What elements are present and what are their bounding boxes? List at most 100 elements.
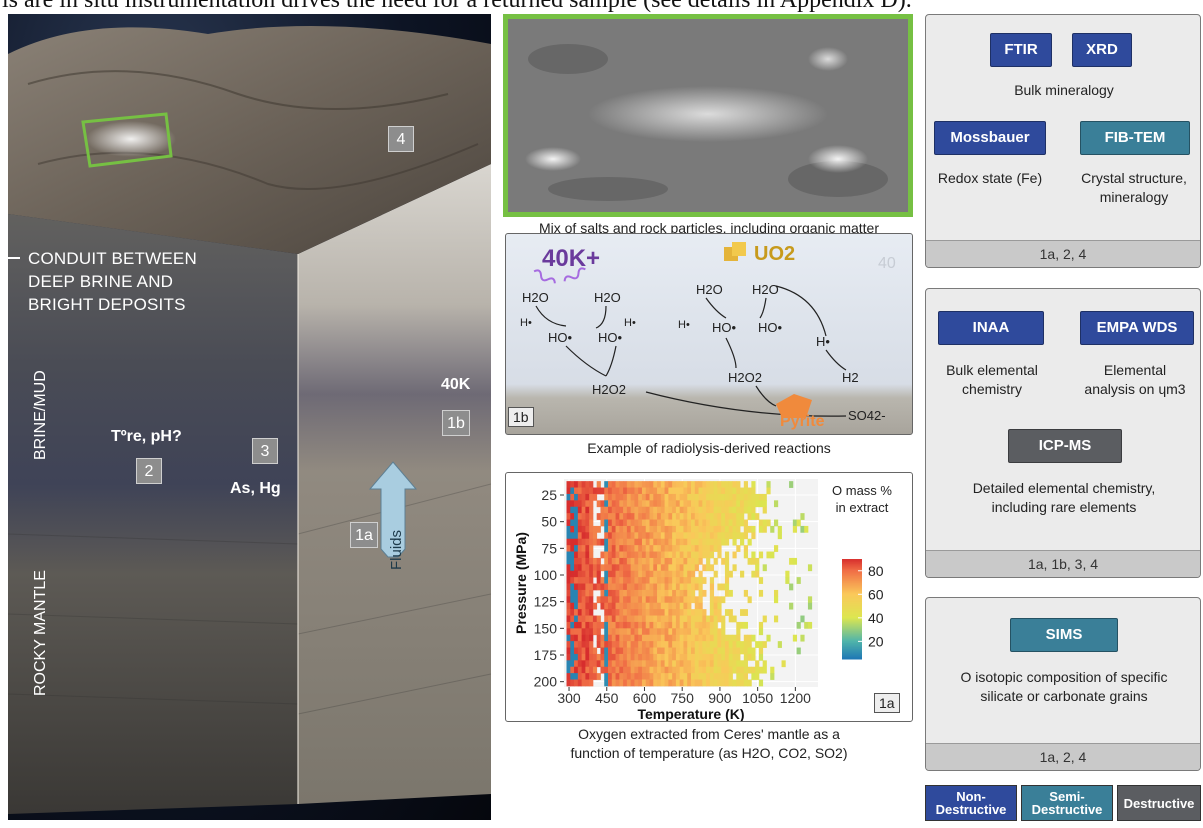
colorbar-segment (842, 643, 862, 646)
heat-cell (721, 641, 726, 648)
heat-cell (672, 481, 677, 488)
heat-cell (694, 647, 699, 655)
heat-cell (574, 513, 579, 520)
heat-cell (732, 519, 737, 527)
heat-cell (626, 513, 632, 520)
heat-cell (709, 647, 715, 655)
heat-cell (623, 577, 628, 584)
heat-cell (619, 666, 624, 674)
colorbar-segment (842, 564, 862, 567)
fib-tem-badge: FIB-TEM (1080, 121, 1190, 155)
heat-cell (728, 525, 733, 533)
heat-cell (807, 621, 813, 629)
heat-cell (721, 500, 726, 508)
heat-cell (668, 660, 673, 668)
heat-cell (724, 500, 730, 508)
heat-cell (585, 602, 590, 610)
heat-cell (664, 647, 669, 655)
colorbar-segment (842, 575, 862, 578)
heat-cell (630, 577, 635, 584)
heat-cell (611, 634, 616, 642)
heat-cell (706, 532, 711, 540)
heat-cell (638, 545, 643, 552)
heat-cell (679, 557, 684, 565)
heat-cell (645, 500, 650, 508)
colorbar-segment (842, 653, 862, 655)
heat-cell (600, 589, 605, 597)
heat-cell (687, 583, 692, 591)
heat-cell (694, 583, 699, 591)
heat-cell (736, 666, 741, 674)
heat-cell (706, 660, 711, 668)
heat-cell (724, 666, 730, 674)
heat-cell (679, 564, 684, 572)
heat-cell (604, 647, 609, 655)
heat-cell (736, 679, 741, 687)
heat-cell (721, 621, 726, 629)
heat-cell (698, 615, 703, 623)
heat-cell (740, 500, 745, 508)
heat-cell (694, 577, 699, 584)
heat-cell (574, 487, 579, 495)
heat-cell (619, 679, 624, 687)
heat-cell (747, 666, 752, 674)
heat-cell (577, 577, 583, 584)
heat-cell (585, 564, 590, 572)
heat-cell (713, 532, 718, 540)
colorbar-segment (842, 580, 862, 582)
heat-cell (641, 538, 647, 546)
heat-cell (570, 532, 575, 540)
heat-cell (581, 641, 586, 648)
heat-cell (630, 513, 635, 520)
heat-cell (630, 551, 635, 559)
heat-cell (679, 589, 684, 597)
heat-cell (740, 519, 745, 527)
heat-cell (589, 583, 594, 591)
heat-cell (589, 577, 594, 584)
heat-cell (653, 513, 658, 520)
heat-cell (702, 525, 707, 533)
heat-cell (679, 551, 684, 559)
uo2-source: UO2 40 (724, 242, 896, 272)
heat-cell (679, 641, 684, 648)
heat-cell (566, 583, 571, 591)
heat-cell (660, 506, 665, 514)
sulfate-product: SO42- (848, 408, 886, 423)
heat-cell (732, 615, 737, 623)
heat-cell (675, 641, 681, 648)
heat-cell (611, 647, 616, 655)
heat-cell (589, 621, 594, 629)
heat-cell (611, 577, 616, 584)
heat-cell (615, 615, 620, 623)
heat-cell (668, 583, 673, 591)
heat-cell (721, 647, 726, 655)
fluids-label: Fluids (388, 529, 405, 570)
heat-cell (653, 634, 658, 642)
h-radical-c: H• (678, 319, 690, 331)
colorbar-segment (842, 630, 862, 633)
heat-cell (736, 621, 741, 629)
heat-cell (626, 564, 632, 572)
heat-cell (574, 570, 579, 578)
heat-cell (615, 487, 620, 495)
heat-cell (649, 551, 654, 559)
heat-cell (740, 673, 745, 680)
heat-cell (679, 525, 684, 533)
heat-cell (623, 525, 628, 533)
heat-cell (641, 660, 647, 668)
heat-cell (721, 557, 726, 565)
h-radical-a: H• (520, 317, 532, 329)
heat-cell (664, 679, 669, 687)
y-axis-label: Pressure (MPa) (513, 532, 529, 634)
heat-cell (581, 634, 586, 642)
heat-cell (611, 653, 616, 661)
heat-cell (792, 557, 798, 565)
heat-cell (608, 653, 613, 661)
heat-cell (721, 493, 726, 501)
heat-cell (634, 621, 639, 629)
heat-cell (645, 660, 650, 668)
cutaway-artwork (8, 26, 491, 814)
heat-cell (724, 513, 730, 520)
heat-cell (683, 653, 688, 661)
heat-cell (653, 615, 658, 623)
